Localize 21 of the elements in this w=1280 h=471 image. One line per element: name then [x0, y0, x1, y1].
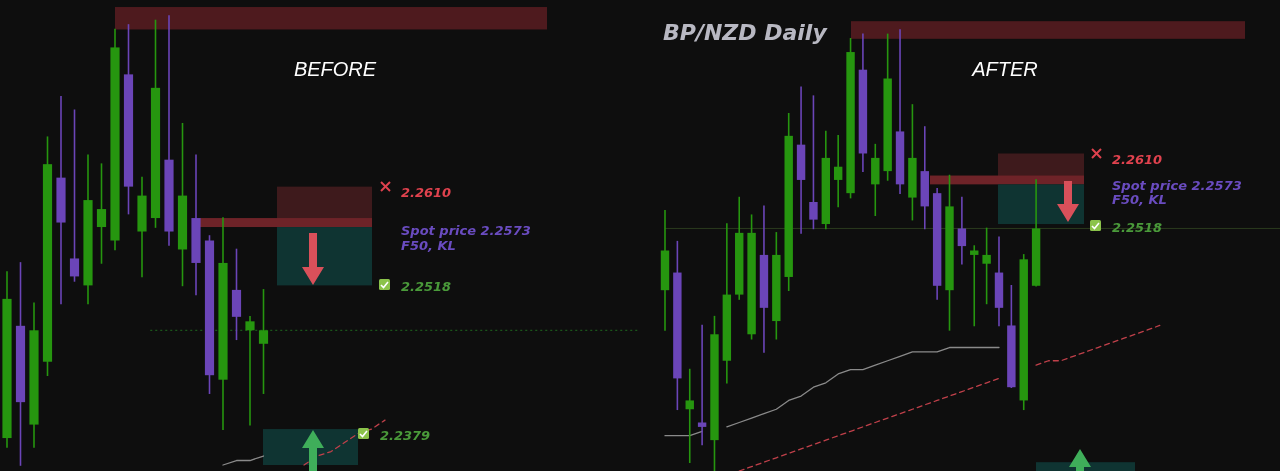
annotation: Spot price 2.2573 [401, 222, 531, 238]
candlestick [809, 95, 818, 230]
annotation: 2.2518 [1112, 219, 1163, 235]
candlestick [258, 289, 269, 394]
chart-title: BP/NZD Daily [663, 20, 829, 45]
candlestick [833, 135, 843, 208]
candlestick [982, 227, 991, 305]
annotation: 2.2518 [401, 278, 452, 294]
annotation: 2.2610 [401, 184, 452, 200]
annotation: Spot price 2.2573 [1112, 177, 1242, 193]
candlestick [685, 368, 694, 463]
annotation: 2.2379 [380, 427, 431, 443]
candlestick [69, 109, 80, 282]
text: AFTER [971, 58, 1038, 80]
candlestick [697, 324, 707, 446]
candlestick [96, 163, 107, 264]
candlestick [245, 316, 255, 426]
annotation: 2.2610 [1112, 151, 1163, 167]
text: BEFORE [293, 58, 377, 80]
annotation: F50, KL [401, 237, 456, 253]
candlestick [957, 196, 967, 265]
